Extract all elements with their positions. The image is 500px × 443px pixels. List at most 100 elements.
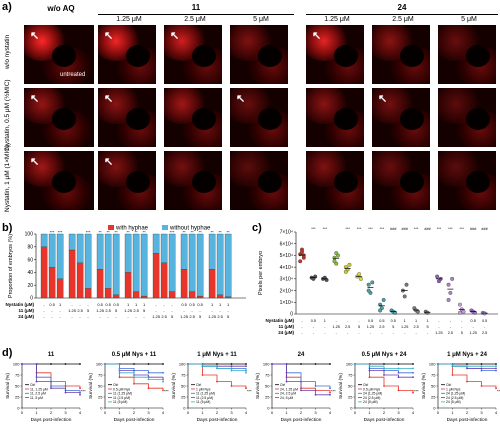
data-point (334, 251, 339, 256)
row-value: 2.5 (217, 314, 223, 319)
significance-stars: ** (227, 230, 231, 235)
survival-point (397, 389, 400, 392)
legend-swatch-with-hyphae (108, 225, 114, 230)
y-tick-label: 1×10⁴ (280, 300, 293, 306)
x-tick-label: 2 (133, 410, 136, 415)
micrograph-tile (306, 151, 364, 210)
row-value: - (127, 314, 129, 319)
row-label: Nystatin (μM) (5, 302, 34, 307)
row-value: 1 (324, 319, 326, 323)
y-tick-label: 75 (15, 373, 20, 378)
micrograph-tile: ↖ (24, 151, 94, 210)
y-axis-label: Survival (%) (171, 373, 177, 399)
significance-stars: *** (331, 389, 336, 394)
arrow-icon: ↖ (104, 93, 114, 105)
x-tick-label: 1 (118, 410, 121, 415)
significance-stars: *** (414, 227, 419, 231)
x-tick-label: 2 (50, 410, 53, 415)
row-value: - (324, 331, 326, 335)
eye-shadow (258, 45, 282, 67)
legend-label-with-hyphae: with hyphae (115, 226, 149, 232)
micrograph-tile (230, 25, 288, 84)
row-value: - (301, 319, 303, 323)
legend-label: 24 (2.5 μM) (363, 396, 380, 400)
x-tick-label: 3 (397, 410, 400, 415)
data-point (458, 302, 462, 307)
row-value: 2.5 (345, 325, 350, 329)
x-tick-label: 4 (79, 410, 82, 415)
eye-shadow (466, 171, 490, 193)
legend-label: 24 (1.25 μM) (446, 392, 465, 396)
row-value: - (199, 308, 201, 313)
bar-with-hyphae (132, 291, 140, 299)
data-point (446, 282, 451, 287)
micrograph-tile (438, 88, 496, 147)
survival-point (412, 367, 414, 370)
bar-with-hyphae (140, 295, 148, 299)
survival-point (466, 367, 468, 370)
row-value: 1.25 (469, 331, 476, 335)
row-value: 5 (426, 325, 428, 329)
conc-header-24-2: 2.5 μM (392, 16, 414, 23)
significance-stars: ### (390, 227, 397, 231)
y-tick-label: 25 (98, 395, 103, 400)
x-tick-label: 3 (64, 410, 67, 415)
row-value: 2.5 (161, 314, 167, 319)
row-value: - (347, 319, 349, 323)
x-tick-label: 0 (104, 410, 107, 415)
x-tick-label: 4 (329, 410, 332, 415)
x-axis-label: Days post-infection (31, 417, 72, 423)
x-tick-label: 2 (216, 410, 219, 415)
row-value: - (324, 325, 326, 329)
survival-point (216, 367, 218, 370)
legend-label: 24 (1.25 μM) (363, 392, 382, 396)
legend-label: 24, 1.25 μM (280, 387, 298, 391)
row-value: - (461, 319, 463, 323)
survival-point (495, 365, 497, 368)
eye-shadow (52, 108, 76, 130)
row-value: 1 (143, 302, 146, 307)
x-tick-label: 4 (245, 410, 248, 415)
row-value: 0.5 (97, 302, 103, 307)
survival-point (495, 363, 497, 365)
legend-label: 0.5 μM Nys (363, 387, 381, 391)
x-tick-label: 3 (480, 410, 483, 415)
survival-point (383, 374, 385, 376)
y-tick-label: 0 (17, 406, 20, 411)
y-axis-label: Survival (%) (338, 373, 344, 399)
row-value: 0.5 (311, 319, 316, 323)
data-point (458, 310, 462, 315)
row-value: 1 (219, 302, 222, 307)
eye-shadow (334, 45, 358, 67)
data-point (378, 308, 383, 313)
data-point (358, 276, 363, 281)
row-label: 11 (μM) (18, 308, 34, 313)
bar-without-hyphae (56, 233, 64, 279)
bar-without-hyphae (40, 233, 48, 247)
plot-title: 24 (298, 352, 305, 358)
survival-point (216, 380, 218, 383)
panel-a-letter: a) (2, 1, 12, 13)
survival-point (329, 393, 331, 396)
row-value: 0.5 (113, 302, 119, 307)
row-value: - (381, 331, 383, 335)
survival-point (412, 376, 414, 379)
y-tick-label: 75 (431, 373, 436, 378)
row-value: 1 (415, 319, 417, 323)
row-value: 2.5 (448, 331, 453, 335)
header-24-rule (306, 14, 498, 15)
eye-shadow (258, 171, 282, 193)
y-tick-label: 50 (181, 384, 186, 389)
survival-point (147, 371, 150, 374)
survival-point (466, 363, 468, 365)
survival-point (480, 363, 483, 365)
y-tick-label: 0 (267, 406, 270, 411)
arrow-icon: ↖ (312, 30, 322, 42)
x-tick-label: 1 (201, 410, 204, 415)
bar-without-hyphae (96, 233, 104, 270)
survival-point (271, 363, 273, 365)
row-value: - (438, 325, 440, 329)
bar-with-hyphae (152, 253, 160, 299)
row-value: - (301, 331, 303, 335)
row-value: 1 (404, 319, 406, 323)
